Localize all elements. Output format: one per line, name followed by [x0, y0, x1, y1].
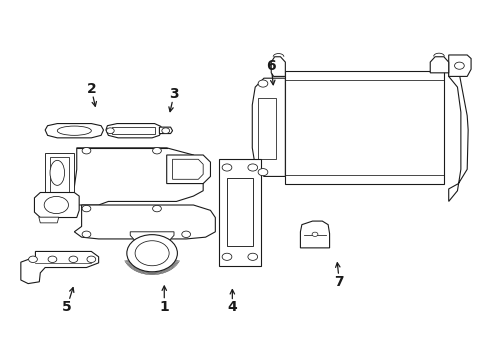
- Polygon shape: [258, 98, 276, 158]
- Circle shape: [87, 256, 96, 262]
- Polygon shape: [159, 127, 172, 134]
- Polygon shape: [300, 221, 329, 248]
- Polygon shape: [252, 78, 285, 176]
- Circle shape: [152, 205, 161, 212]
- Ellipse shape: [57, 126, 91, 135]
- Text: 6: 6: [266, 59, 276, 73]
- Circle shape: [247, 164, 257, 171]
- Circle shape: [222, 164, 231, 171]
- Polygon shape: [106, 123, 162, 138]
- Circle shape: [29, 256, 37, 262]
- Polygon shape: [34, 193, 79, 217]
- Polygon shape: [112, 127, 155, 134]
- Polygon shape: [39, 217, 59, 223]
- Circle shape: [152, 148, 161, 154]
- Circle shape: [82, 205, 91, 212]
- Polygon shape: [21, 251, 99, 284]
- Circle shape: [222, 253, 231, 260]
- Polygon shape: [50, 157, 69, 193]
- Text: 4: 4: [227, 300, 237, 314]
- Polygon shape: [172, 159, 203, 179]
- Polygon shape: [271, 57, 285, 76]
- Polygon shape: [429, 57, 448, 73]
- Polygon shape: [74, 205, 215, 239]
- Ellipse shape: [50, 160, 64, 185]
- Polygon shape: [226, 178, 252, 246]
- Ellipse shape: [44, 197, 68, 213]
- Text: 5: 5: [62, 300, 72, 314]
- Circle shape: [82, 148, 91, 154]
- Circle shape: [82, 231, 91, 238]
- Text: 7: 7: [334, 275, 344, 289]
- Text: 2: 2: [86, 82, 96, 96]
- Polygon shape: [45, 148, 203, 208]
- Circle shape: [258, 80, 267, 87]
- Circle shape: [311, 232, 317, 237]
- Polygon shape: [285, 71, 443, 184]
- Polygon shape: [45, 153, 74, 196]
- Polygon shape: [448, 64, 467, 202]
- Circle shape: [69, 256, 78, 262]
- Circle shape: [247, 253, 257, 260]
- Polygon shape: [130, 232, 174, 241]
- Circle shape: [106, 128, 114, 134]
- Polygon shape: [448, 55, 470, 76]
- Circle shape: [182, 231, 190, 238]
- Polygon shape: [219, 158, 260, 266]
- Circle shape: [126, 235, 177, 272]
- Circle shape: [454, 62, 463, 69]
- Circle shape: [48, 256, 57, 262]
- Circle shape: [258, 168, 267, 176]
- Text: 1: 1: [159, 300, 169, 314]
- Text: 3: 3: [169, 87, 179, 101]
- Circle shape: [135, 241, 169, 266]
- Polygon shape: [166, 155, 210, 184]
- Polygon shape: [45, 123, 103, 138]
- Circle shape: [162, 128, 169, 134]
